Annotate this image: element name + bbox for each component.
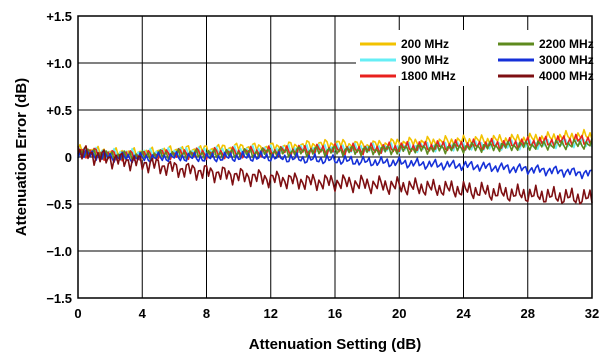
legend-label: 1800 MHz bbox=[401, 69, 456, 83]
tick-labels: 0 4 8 12 16 20 24 28 32 +1.5 +1.0 +0.5 0 −0.5 −1.0 −1.5 bbox=[46, 9, 599, 321]
y-tick-label: +1.0 bbox=[46, 56, 72, 71]
x-tick-label: 24 bbox=[456, 306, 471, 321]
series-line bbox=[77, 149, 593, 180]
y-tick-label: 0 bbox=[65, 150, 72, 165]
legend-label: 3000 MHz bbox=[539, 53, 594, 67]
y-tick-label: −1.0 bbox=[46, 244, 72, 259]
x-axis-title: Attenuation Setting (dB) bbox=[249, 336, 421, 353]
x-tick-label: 28 bbox=[521, 306, 535, 321]
series-line bbox=[77, 145, 593, 205]
y-axis-title: Attenuation Error (dB) bbox=[13, 78, 30, 236]
x-tick-label: 12 bbox=[264, 306, 278, 321]
x-tick-label: 20 bbox=[392, 306, 406, 321]
y-tick-label: −1.5 bbox=[46, 291, 72, 306]
y-tick-label: +1.5 bbox=[46, 9, 72, 24]
legend: 200 MHz 2200 MHz 900 MHz 3000 MHz 1800 MHz 40… bbox=[356, 30, 594, 86]
y-tick-label: +0.5 bbox=[46, 103, 72, 118]
x-tick-label: 16 bbox=[328, 306, 342, 321]
legend-label: 4000 MHz bbox=[539, 69, 594, 83]
legend-label: 2200 MHz bbox=[539, 37, 594, 51]
x-tick-label: 8 bbox=[203, 306, 210, 321]
series-lines bbox=[77, 128, 593, 205]
legend-label: 200 MHz bbox=[401, 37, 449, 51]
y-tick-label: −0.5 bbox=[46, 197, 72, 212]
plot-frame bbox=[77, 15, 593, 299]
x-tick-label: 32 bbox=[585, 306, 599, 321]
x-tick-label: 0 bbox=[74, 306, 81, 321]
x-tick-label: 4 bbox=[139, 306, 147, 321]
legend-label: 900 MHz bbox=[401, 53, 449, 67]
